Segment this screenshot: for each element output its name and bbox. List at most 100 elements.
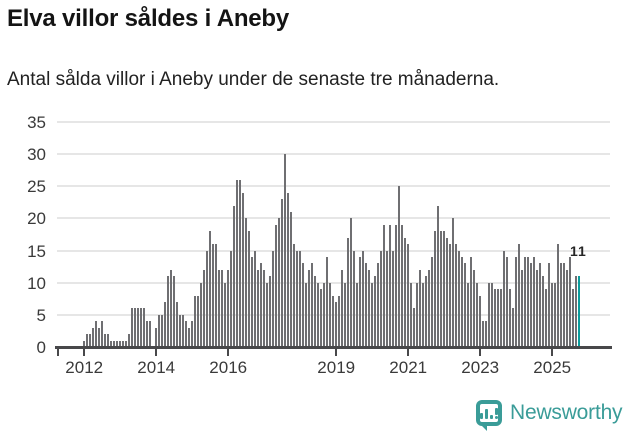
bar xyxy=(92,327,95,347)
bar xyxy=(416,282,419,347)
bar xyxy=(419,269,422,347)
bar xyxy=(86,334,89,347)
y-axis-label: 0 xyxy=(36,338,46,357)
bar xyxy=(281,199,284,347)
y-axis-label: 15 xyxy=(27,241,46,261)
chart-title: Elva villor såldes i Aneby xyxy=(7,5,290,32)
bar xyxy=(308,269,311,347)
bar xyxy=(284,154,287,347)
bar xyxy=(470,256,473,347)
bar xyxy=(521,269,524,347)
bar xyxy=(161,314,164,347)
highlighted-bar xyxy=(578,276,581,347)
bar xyxy=(224,282,227,347)
bar xyxy=(119,340,122,347)
bar xyxy=(218,269,221,347)
axis-tick xyxy=(57,348,59,356)
bar xyxy=(230,250,233,347)
bar xyxy=(362,250,365,347)
bar xyxy=(560,263,563,347)
bar xyxy=(371,282,374,347)
bar xyxy=(275,224,278,347)
bar xyxy=(506,256,509,347)
mini-bar-chart-icon xyxy=(480,404,498,422)
grid-line xyxy=(57,249,610,252)
bar xyxy=(536,269,539,347)
bar xyxy=(425,276,428,347)
bar xyxy=(209,231,212,347)
bar xyxy=(437,205,440,347)
bar xyxy=(215,244,218,347)
bar xyxy=(290,211,293,347)
bar xyxy=(566,269,569,347)
bar xyxy=(356,282,359,347)
bar xyxy=(434,231,437,347)
bar xyxy=(524,256,527,347)
bar xyxy=(203,269,206,347)
bar xyxy=(527,256,530,347)
bar xyxy=(272,250,275,347)
bar xyxy=(488,282,491,347)
bar xyxy=(443,231,446,347)
bar xyxy=(287,192,290,347)
bar xyxy=(143,308,146,347)
bar xyxy=(101,321,104,347)
bar xyxy=(116,340,119,347)
bar xyxy=(494,289,497,347)
bar xyxy=(497,289,500,347)
bar xyxy=(296,250,299,347)
bar xyxy=(110,340,113,347)
bar xyxy=(125,340,128,347)
bar xyxy=(89,334,92,347)
bar xyxy=(575,276,578,347)
speech-bubble-tail xyxy=(478,422,487,431)
exclamation-icon xyxy=(495,408,498,419)
bar xyxy=(353,250,356,347)
bar xyxy=(383,224,386,347)
x-axis-label: 2023 xyxy=(461,358,500,377)
bar xyxy=(326,256,329,347)
grid-line xyxy=(57,153,610,156)
bar xyxy=(518,244,521,347)
chart-subtitle: Antal sålda villor i Aneby under de sena… xyxy=(7,69,500,90)
axis-tick xyxy=(83,348,86,356)
axis-tick xyxy=(479,348,482,356)
bar xyxy=(260,263,263,347)
bar xyxy=(179,314,182,347)
bar xyxy=(155,327,158,347)
bar xyxy=(170,269,173,347)
bar xyxy=(539,263,542,347)
bar xyxy=(548,263,551,347)
bar xyxy=(278,218,281,347)
bar xyxy=(236,179,239,347)
newsworthy-speech-bubble-icon xyxy=(476,400,502,431)
bar xyxy=(140,308,143,347)
bar xyxy=(233,205,236,347)
bar xyxy=(509,289,512,347)
bar xyxy=(374,276,377,347)
bar xyxy=(386,250,389,347)
bar xyxy=(185,321,188,347)
x-axis-label: 2014 xyxy=(137,358,176,377)
bar xyxy=(95,321,98,347)
bar xyxy=(395,224,398,347)
grid-line xyxy=(57,120,610,123)
bar xyxy=(440,231,443,347)
bar xyxy=(293,244,296,347)
bar xyxy=(491,282,494,347)
bar xyxy=(320,289,323,347)
bar xyxy=(350,218,353,347)
bar xyxy=(176,301,179,347)
bar xyxy=(248,231,251,347)
bar xyxy=(206,250,209,347)
bar xyxy=(380,250,383,347)
bar xyxy=(476,282,479,347)
bar xyxy=(164,301,167,347)
bar xyxy=(305,282,308,347)
bar xyxy=(188,327,191,347)
bar xyxy=(212,244,215,347)
bar xyxy=(389,224,392,347)
bar xyxy=(104,334,107,347)
bar xyxy=(398,186,401,347)
bar xyxy=(473,269,476,347)
